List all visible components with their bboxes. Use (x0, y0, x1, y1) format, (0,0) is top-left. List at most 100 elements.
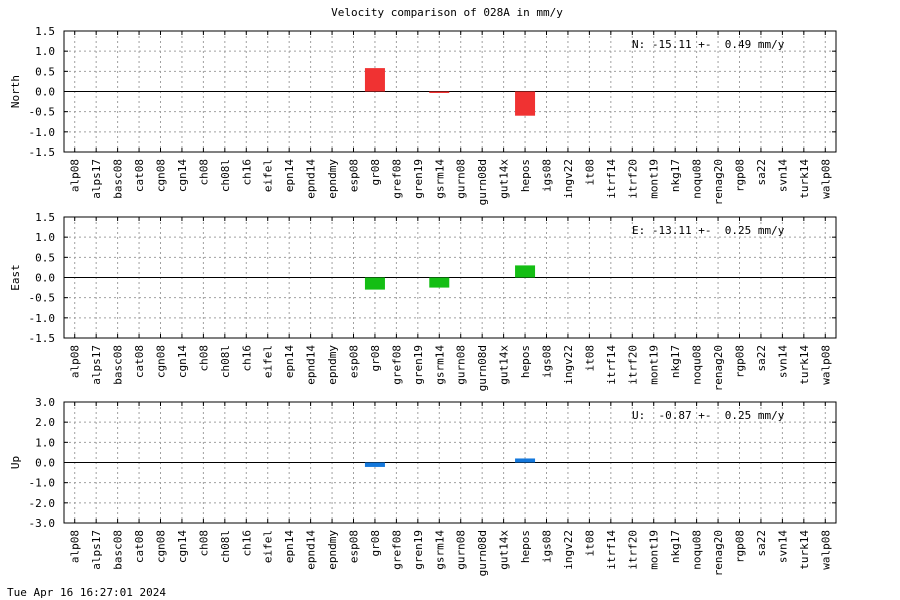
east-xtick-label: rgp08 (734, 345, 747, 378)
north-xtick-label: renag20 (712, 159, 725, 205)
up-annotation: U: -0.87 +- 0.25 mm/y (632, 409, 785, 422)
north-xtick-label: svn14 (776, 159, 789, 192)
up-xtick-label: itrf20 (626, 530, 639, 570)
up-xtick-label: rgp08 (734, 530, 747, 563)
up-xtick-label: walp08 (819, 530, 832, 570)
north-annotation: N: -15.11 +- 0.49 mm/y (632, 38, 785, 51)
east-frame (63, 216, 837, 339)
up-xtick-label: igs08 (541, 530, 554, 563)
timestamp: Tue Apr 16 16:27:01 2024 (7, 586, 166, 599)
up-xtick-label: hepos (519, 530, 532, 563)
east-xtick-label: renag20 (712, 345, 725, 391)
north-xtick-label: gut14x (498, 159, 511, 199)
up-xtick-label: mont19 (648, 530, 661, 570)
east-ylabel: East (9, 264, 22, 291)
up-xtick-label: gr08 (369, 530, 382, 557)
north-xtick-label: turk14 (798, 159, 811, 199)
east-xtick-label: it08 (583, 345, 596, 372)
up-ytick-label: -2.0 (29, 497, 56, 510)
east-bar-gr08 (364, 277, 385, 290)
up-xtick-label: cgn14 (176, 530, 189, 563)
east-xtick-label: epnd14 (305, 345, 318, 385)
east-xtick-label: gut14x (498, 345, 511, 385)
north-ytick-label: 1.0 (35, 45, 55, 58)
up-xtick-label: gsrm14 (433, 530, 446, 570)
north-xtick-label: nkg17 (669, 159, 682, 192)
east-xtick-label: svn14 (776, 345, 789, 378)
north-xtick-label: ingv22 (562, 159, 575, 199)
east-annotation: E: -13.11 +- 0.25 mm/y (632, 224, 785, 237)
north-xtick-label: mont19 (648, 159, 661, 199)
north-xtick-label: walp08 (819, 159, 832, 199)
east-xtick-label: cat08 (133, 345, 146, 378)
north-xtick-label: gsrm14 (433, 159, 446, 199)
up-xtick-label: cat08 (133, 530, 146, 563)
up-ytick-label: 1.0 (35, 436, 55, 449)
north-ytick-label: 1.5 (35, 25, 55, 38)
north-xtick-label: cgn08 (155, 159, 168, 192)
east-xtick-label: cgn08 (155, 345, 168, 378)
up-ylabel: Up (9, 456, 22, 469)
north-xtick-label: hepos (519, 159, 532, 192)
north-xtick-label: sa22 (755, 159, 768, 186)
east-xtick-label: gsrm14 (433, 345, 446, 385)
north-bar-hepos (515, 91, 536, 116)
north-xtick-label: rgp08 (734, 159, 747, 192)
north-xtick-label: itrf20 (626, 159, 639, 199)
north-xtick-label: epnd14 (305, 159, 318, 199)
north-xtick-label: cgn14 (176, 159, 189, 192)
up-xtick-label: sa22 (755, 530, 768, 557)
up-xtick-label: ingv22 (562, 530, 575, 570)
east-ytick-label: 0.0 (35, 272, 55, 285)
east-xtick-label: ch08 (197, 345, 210, 372)
north-frame (63, 30, 837, 153)
east-ytick-label: -1.5 (29, 332, 56, 345)
north-xtick-label: cat08 (133, 159, 146, 192)
up-xtick-label: gren19 (412, 530, 425, 570)
up-xtick-label: basc08 (112, 530, 125, 570)
north-ytick-label: -0.5 (29, 106, 56, 119)
up-ytick-label: 2.0 (35, 416, 55, 429)
up-xtick-label: turk14 (798, 530, 811, 570)
north-xtick-label: eifel (262, 159, 275, 192)
north-bar-gr08 (364, 68, 385, 92)
up-xtick-label: gurn08 (455, 530, 468, 570)
up-xtick-label: gref08 (390, 530, 403, 570)
up-bar-gr08 (364, 462, 385, 467)
east-xtick-label: mont19 (648, 345, 661, 385)
north-xtick-label: esp08 (348, 159, 361, 192)
up-xtick-label: ch08 (197, 530, 210, 557)
east-xtick-label: ch08l (219, 345, 232, 378)
north-xtick-label: gurn08 (455, 159, 468, 199)
up-xtick-label: svn14 (776, 530, 789, 563)
east-xtick-label: ch16 (240, 345, 253, 372)
east-xtick-label: alp08 (69, 345, 82, 378)
north-xtick-label: alps17 (90, 159, 103, 199)
east-bar-hepos (515, 265, 536, 278)
north-xtick-label: ch16 (240, 159, 253, 186)
east-xtick-label: ingv22 (562, 345, 575, 385)
up-frame (63, 401, 837, 524)
east-xtick-label: epn14 (283, 345, 296, 378)
north-ytick-label: -1.5 (29, 146, 56, 159)
east-xtick-label: basc08 (112, 345, 125, 385)
east-xtick-label: gurn08 (455, 345, 468, 385)
east-xtick-label: turk14 (798, 345, 811, 385)
east-xtick-label: hepos (519, 345, 532, 378)
east-xtick-label: eifel (262, 345, 275, 378)
up-xtick-label: esp08 (348, 530, 361, 563)
east-bar-gsrm14 (429, 277, 450, 288)
north-xtick-label: ch08l (219, 159, 232, 192)
up-xtick-label: gut14x (498, 530, 511, 570)
north-bar-gsrm14 (429, 91, 450, 93)
up-ytick-label: 3.0 (35, 396, 55, 409)
east-xtick-label: itrf14 (605, 345, 618, 385)
up-bar-hepos (515, 458, 536, 463)
east-xtick-label: itrf20 (626, 345, 639, 385)
up-xtick-label: gurn08d (476, 530, 489, 576)
up-xtick-label: epnd14 (305, 530, 318, 570)
east-ytick-label: -0.5 (29, 292, 56, 305)
up-xtick-label: it08 (583, 530, 596, 557)
north-xtick-label: basc08 (112, 159, 125, 199)
up-ytick-label: -1.0 (29, 477, 56, 490)
